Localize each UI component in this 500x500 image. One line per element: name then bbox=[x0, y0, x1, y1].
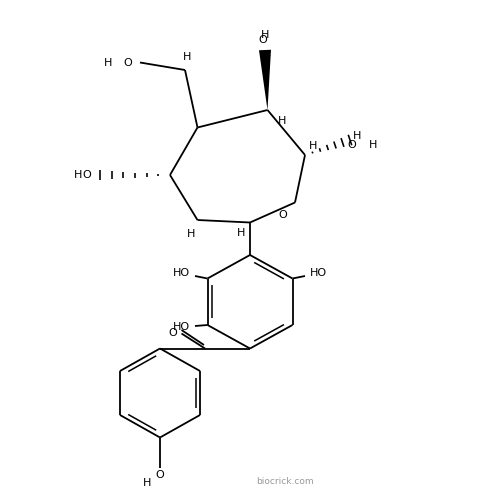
Text: O: O bbox=[83, 170, 92, 180]
Text: O: O bbox=[279, 210, 287, 220]
Text: O: O bbox=[169, 328, 177, 338]
Text: O: O bbox=[258, 35, 267, 45]
Text: HO: HO bbox=[310, 268, 327, 278]
Text: HO: HO bbox=[173, 322, 190, 332]
Text: H: H bbox=[352, 131, 361, 141]
Text: H: H bbox=[278, 116, 286, 126]
Text: O: O bbox=[348, 140, 356, 150]
Text: HO: HO bbox=[173, 268, 190, 278]
Text: H: H bbox=[369, 140, 378, 150]
Text: H: H bbox=[144, 478, 152, 488]
Text: biocrick.com: biocrick.com bbox=[256, 476, 314, 486]
Text: H: H bbox=[309, 141, 318, 151]
Polygon shape bbox=[259, 50, 271, 110]
Text: O: O bbox=[156, 470, 164, 480]
Text: H: H bbox=[184, 52, 192, 62]
Text: H: H bbox=[261, 30, 269, 40]
Text: H: H bbox=[74, 170, 82, 180]
Text: H: H bbox=[186, 229, 195, 239]
Text: O: O bbox=[124, 58, 132, 68]
Text: H: H bbox=[104, 58, 112, 68]
Text: H: H bbox=[236, 228, 245, 237]
